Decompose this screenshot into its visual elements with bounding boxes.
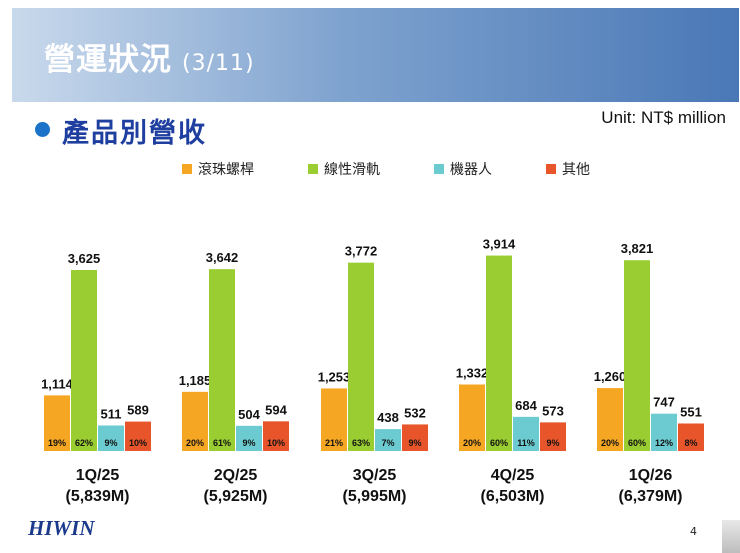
share-label-ball-screw-3: 20% [463,438,481,448]
share-label-linear-guide-3: 60% [490,438,508,448]
category-total-0: (5,839M) [65,488,129,505]
bar-linear-guide-3 [486,255,512,451]
slide-title-page: (3/11) [182,51,255,76]
category-label-2: 3Q/25 [353,467,397,484]
bar-ball-screw-3 [459,384,485,451]
side-decoration [722,520,740,553]
share-label-linear-guide-4: 60% [628,438,646,448]
category-label-4: 1Q/26 [629,467,673,484]
value-label-robot-3: 684 [515,398,537,413]
bar-other-3 [540,422,566,451]
value-label-other-1: 594 [265,402,287,417]
hiwin-logo: HIWIN [28,516,95,540]
share-label-robot-3: 11% [517,438,535,448]
legend-item-robot: 機器人 [434,159,492,179]
bar-other-1 [263,421,289,451]
legend-label-ball-screw: 滾珠螺桿 [198,162,254,178]
share-label-robot-1: 9% [242,438,255,448]
slide-title: 營運狀況 (3/11) [44,34,255,79]
legend-label-linear-guide: 線性滑軌 [324,162,380,178]
bar-robot-4 [651,413,677,451]
share-label-ball-screw-1: 20% [186,438,204,448]
value-label-other-3: 573 [542,403,564,418]
bar-other-0 [125,421,151,451]
share-label-robot-2: 7% [381,438,394,448]
value-label-linear-guide-4: 3,821 [621,241,654,256]
category-label-3: 4Q/25 [491,467,535,484]
value-label-ball-screw-3: 1,332 [456,365,489,380]
share-label-other-4: 8% [684,438,697,448]
bullet-dot-icon [35,122,50,137]
bar-robot-3 [513,416,539,451]
bar-ball-screw-0 [44,395,70,451]
legend-swatch-other [546,164,556,174]
legend-item-other: 其他 [546,159,590,179]
bar-robot-0 [98,425,124,451]
share-label-linear-guide-2: 63% [352,438,370,448]
bar-other-2 [402,424,428,451]
share-label-ball-screw-4: 20% [601,438,619,448]
bar-linear-guide-4 [624,260,650,451]
page-number: 4 [690,525,697,538]
legend-swatch-robot [434,164,444,174]
value-label-robot-0: 511 [101,406,122,421]
share-label-ball-screw-0: 19% [48,438,66,448]
value-label-other-2: 532 [404,405,426,420]
slide-title-text: 營運狀況 [44,42,172,78]
share-label-linear-guide-0: 62% [75,438,93,448]
bar-ball-screw-4 [597,388,623,451]
value-label-other-0: 589 [127,403,149,418]
value-label-other-4: 551 [680,404,702,419]
category-total-4: (6,379M) [618,488,682,505]
value-label-linear-guide-0: 3,625 [68,251,101,266]
unit-note: Unit: NT$ million [601,108,726,127]
category-total-3: (6,503M) [480,488,544,505]
legend-item-linear-guide: 線性滑軌 [308,159,380,179]
bar-robot-2 [375,429,401,451]
bar-linear-guide-0 [71,270,97,451]
bar-other-4 [678,423,704,451]
value-label-linear-guide-2: 3,772 [345,244,378,259]
bar-linear-guide-2 [348,262,374,451]
section-heading: 產品別營收 [62,118,207,149]
share-label-ball-screw-2: 21% [325,438,343,448]
category-total-2: (5,995M) [342,488,406,505]
legend-item-ball-screw: 滾珠螺桿 [182,159,254,179]
value-label-robot-2: 438 [377,410,399,425]
value-label-ball-screw-1: 1,185 [179,373,212,388]
share-label-linear-guide-1: 61% [213,438,231,448]
value-label-robot-1: 504 [238,407,260,422]
legend-label-robot: 機器人 [450,162,492,178]
bar-ball-screw-2 [321,388,347,451]
value-label-ball-screw-0: 1,114 [41,376,74,391]
header-band [12,8,739,102]
share-label-other-1: 10% [267,438,285,448]
value-label-ball-screw-4: 1,260 [594,369,627,384]
share-label-other-2: 9% [408,438,421,448]
value-label-linear-guide-1: 3,642 [206,250,239,265]
category-total-1: (5,925M) [203,488,267,505]
share-label-other-0: 10% [129,438,147,448]
bar-robot-1 [236,425,262,451]
legend-swatch-linear-guide [308,164,318,174]
category-label-0: 1Q/25 [76,467,120,484]
value-label-robot-4: 747 [653,395,675,410]
share-label-robot-0: 9% [104,438,117,448]
value-label-ball-screw-2: 1,253 [318,369,351,384]
value-label-linear-guide-3: 3,914 [483,237,516,252]
share-label-other-3: 9% [546,438,559,448]
category-label-1: 2Q/25 [214,467,258,484]
bar-linear-guide-1 [209,269,235,451]
bar-ball-screw-1 [182,391,208,451]
legend-swatch-ball-screw [182,164,192,174]
share-label-robot-4: 12% [655,438,673,448]
legend-label-other: 其他 [562,162,590,178]
